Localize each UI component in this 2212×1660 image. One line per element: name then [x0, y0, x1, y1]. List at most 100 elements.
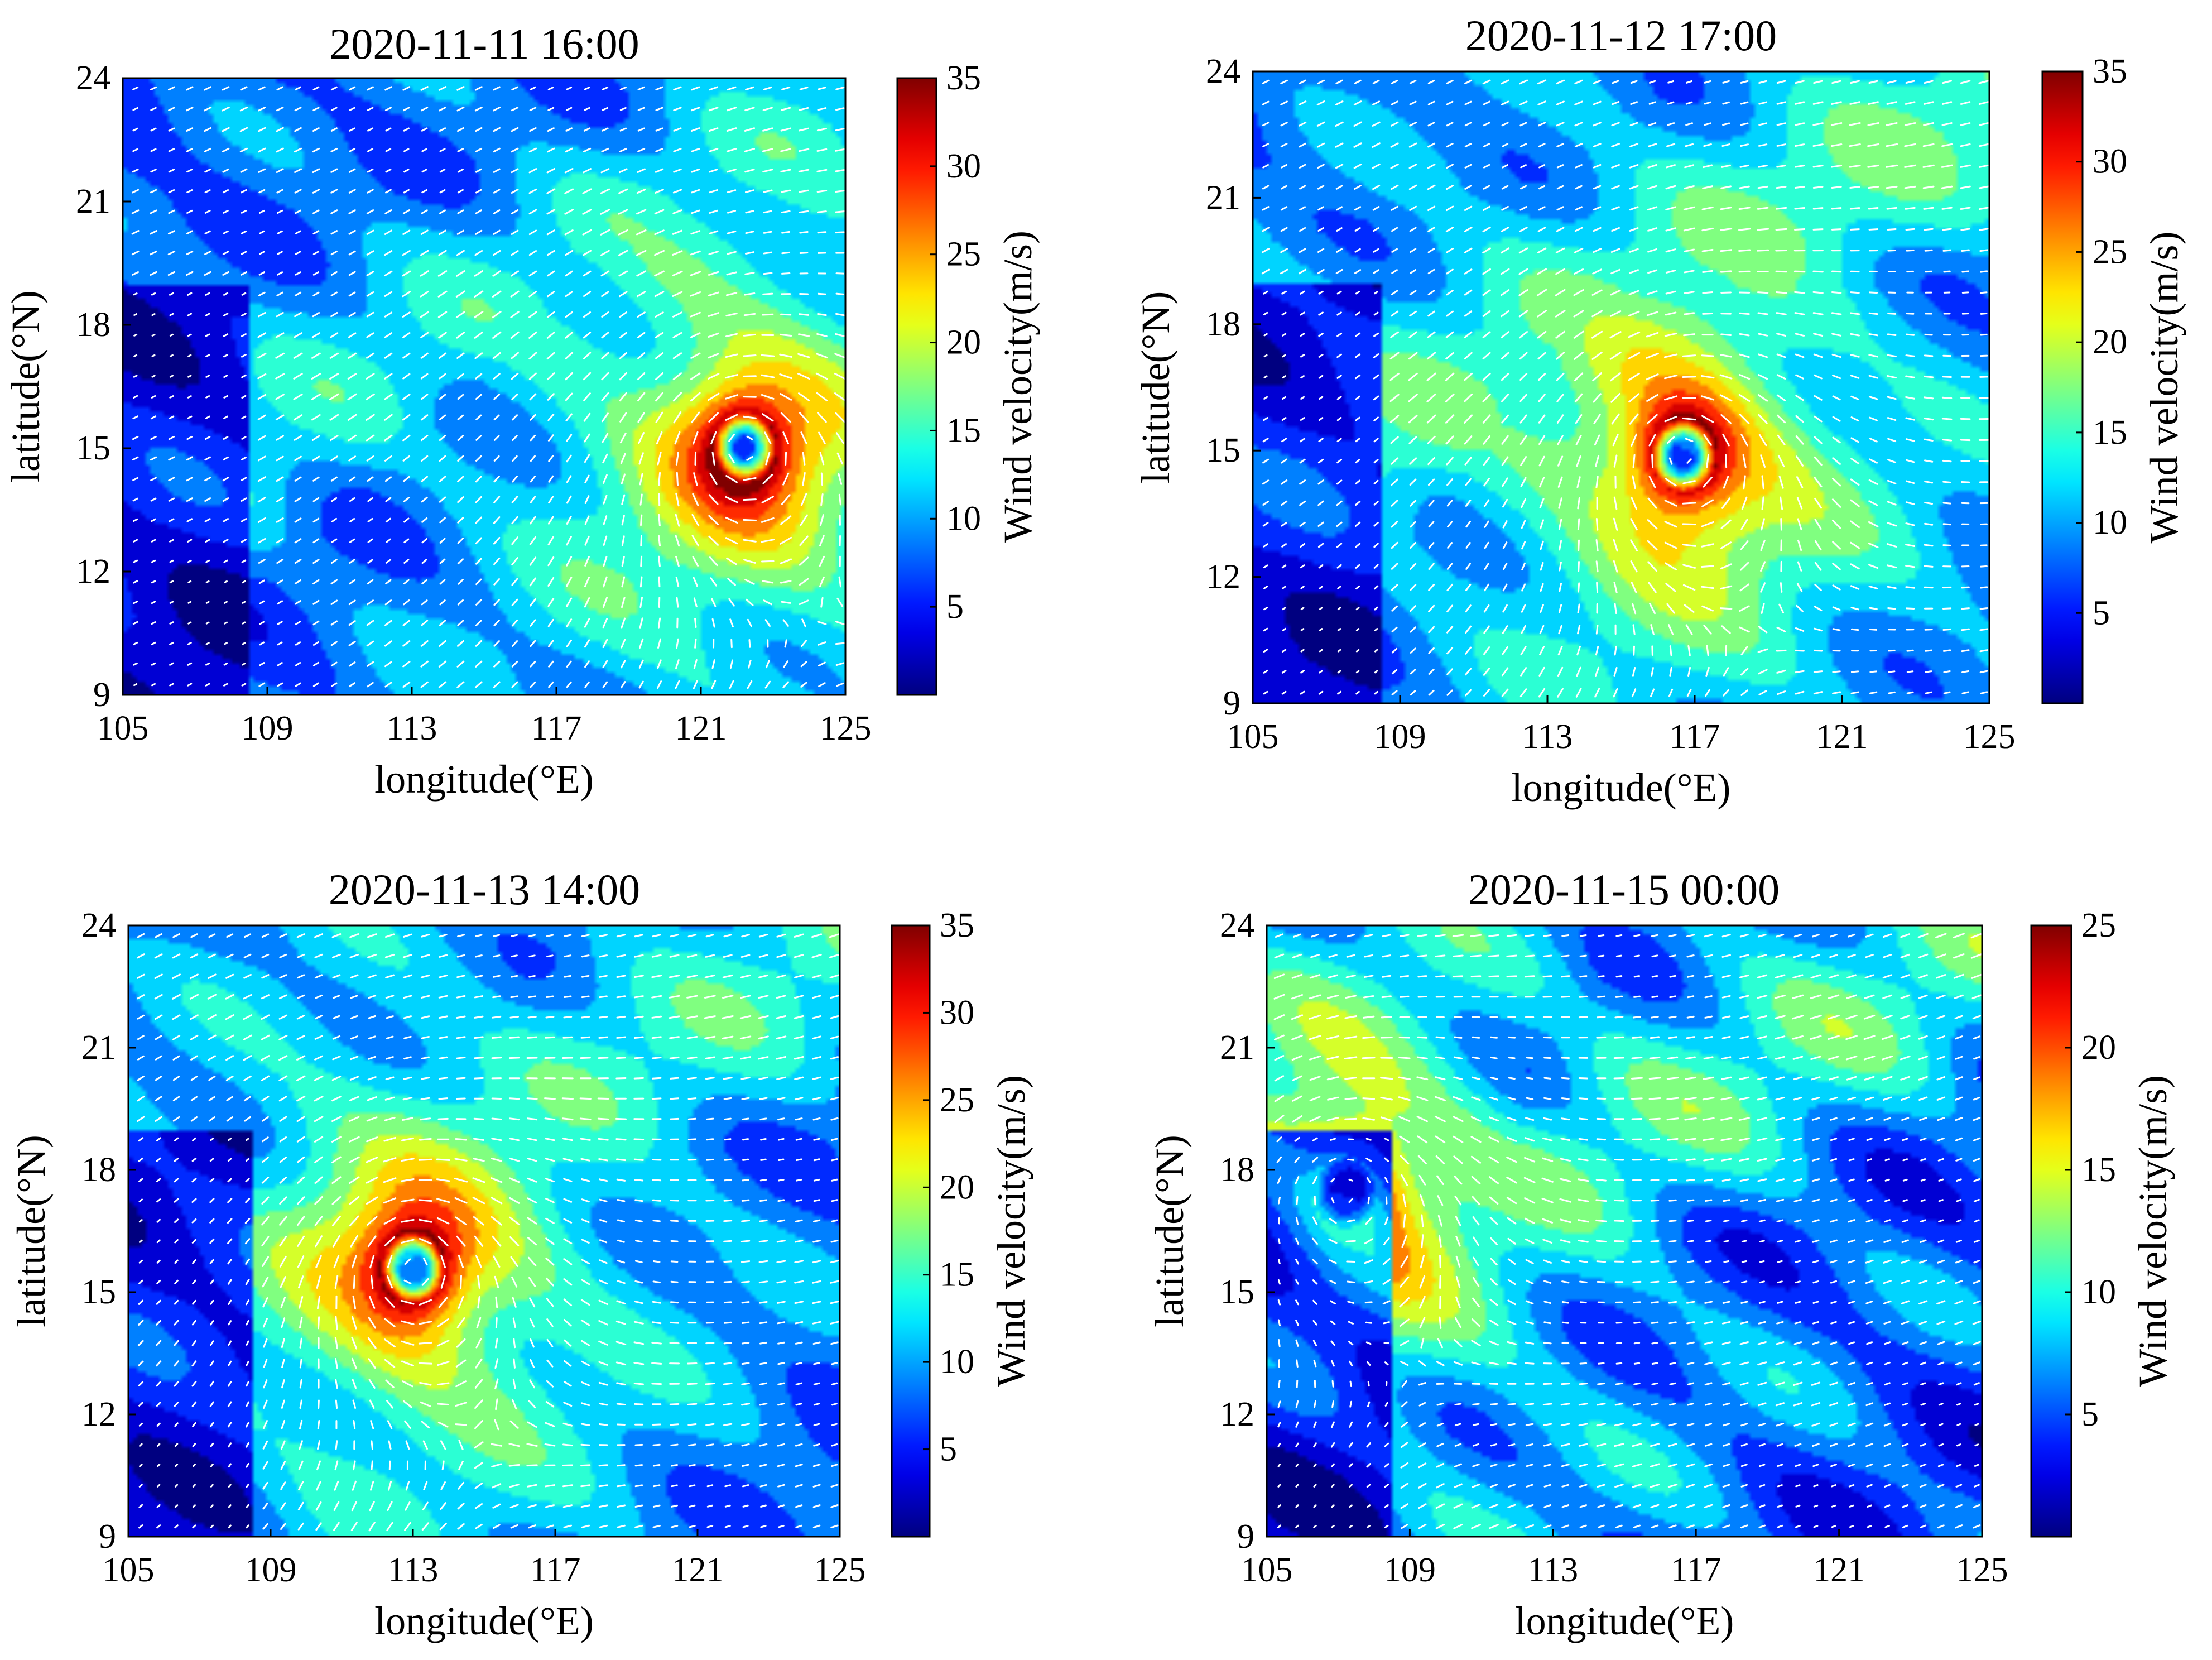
wind-arrow	[1291, 1055, 1303, 1061]
wind-arrow	[1280, 248, 1288, 253]
y-tick-label: 24	[1206, 52, 1240, 90]
wind-arrow	[1282, 375, 1286, 379]
wind-arrow	[817, 231, 827, 234]
wind-arrow	[1629, 164, 1639, 169]
wind-arrow	[244, 933, 252, 938]
wind-arrow	[367, 107, 374, 111]
wind-arrow	[493, 107, 501, 112]
wind-arrow	[705, 1097, 714, 1100]
wind-arrow	[1595, 1178, 1607, 1182]
wind-arrow	[1793, 270, 1806, 273]
wind-arrow	[242, 663, 246, 666]
wind-arrow	[297, 1522, 304, 1531]
wind-arrow	[619, 432, 627, 444]
wind-arrow	[151, 539, 156, 543]
wind-arrow	[581, 975, 590, 978]
wind-arrow	[1905, 501, 1915, 505]
wind-arrow	[223, 662, 228, 666]
wind-arrow	[563, 1318, 572, 1327]
wind-arrow	[1868, 101, 1879, 105]
wind-arrow	[1795, 1301, 1801, 1304]
wind-arrow	[1261, 248, 1270, 253]
wind-arrow	[331, 1096, 342, 1102]
wind-arrow	[1574, 247, 1584, 253]
wind-arrow	[334, 1480, 339, 1491]
wind-arrow	[673, 148, 682, 152]
wind-arrow	[168, 169, 175, 173]
wind-arrow	[1777, 1504, 1783, 1508]
wind-arrow	[1559, 583, 1562, 592]
wind-arrow	[1848, 933, 1856, 938]
wind-arrow	[296, 1055, 306, 1061]
wind-arrow	[1596, 1036, 1607, 1039]
wind-arrow	[1795, 1504, 1801, 1508]
wind-arrow	[1867, 122, 1879, 126]
wind-arrow	[276, 559, 284, 564]
wind-arrow	[795, 1382, 802, 1385]
wind-arrow	[744, 579, 755, 585]
wind-arrow	[1508, 1077, 1516, 1080]
wind-arrow	[1614, 1016, 1624, 1019]
wind-arrow	[800, 431, 807, 445]
wind-arrow	[1525, 1279, 1534, 1284]
wind-arrow	[512, 435, 518, 442]
wind-arrow	[458, 1255, 464, 1269]
wind-arrow	[1845, 1035, 1858, 1040]
wind-arrow	[174, 1402, 179, 1407]
wind-arrow	[510, 331, 520, 339]
wind-arrow	[1723, 1280, 1730, 1284]
wind-arrow	[366, 311, 374, 318]
wind-arrow	[1919, 1504, 1927, 1508]
wind-arrow	[782, 472, 790, 486]
wind-arrow	[1465, 521, 1471, 528]
wind-arrow	[1488, 1176, 1499, 1184]
wind-arrow	[1920, 1382, 1926, 1386]
wind-arrow	[1918, 1035, 1928, 1040]
wind-arrow	[169, 518, 175, 522]
wind-arrow	[246, 1422, 250, 1428]
wind-arrow	[1398, 1056, 1411, 1059]
wind-arrow	[1506, 1197, 1517, 1205]
wind-arrow	[174, 1218, 179, 1224]
wind-arrow	[1316, 142, 1325, 148]
wind-arrow	[1464, 226, 1473, 233]
wind-arrow	[817, 412, 827, 423]
wind-arrow	[565, 107, 573, 111]
wind-arrow	[777, 1117, 785, 1121]
wind-arrow	[1682, 564, 1696, 569]
wind-arrow	[332, 1056, 341, 1061]
wind-arrow	[1794, 1219, 1802, 1223]
wind-arrow	[1446, 247, 1454, 253]
wind-arrow	[1506, 1136, 1517, 1142]
wind-arrow	[457, 558, 464, 564]
wind-arrow	[1300, 438, 1306, 443]
wind-arrow	[456, 1015, 466, 1019]
wind-arrow	[493, 516, 501, 524]
wind-arrow	[1811, 1076, 1821, 1081]
wind-arrow	[1760, 561, 1766, 572]
wind-arrow	[1613, 539, 1618, 552]
wind-arrow	[1758, 1524, 1766, 1528]
wind-arrow	[491, 1138, 502, 1141]
wind-arrow	[156, 1360, 162, 1367]
wind-arrow	[1627, 352, 1641, 360]
wind-arrow	[1281, 164, 1288, 169]
wind-arrow	[1374, 649, 1378, 653]
wind-arrow	[1741, 1280, 1748, 1284]
wind-arrow	[619, 332, 627, 339]
wind-arrow	[1391, 500, 1398, 507]
wind-arrow	[419, 1362, 432, 1365]
wind-arrow	[1427, 122, 1435, 127]
wind-arrow	[562, 1422, 573, 1427]
wind-arrow	[1445, 393, 1455, 402]
wind-arrow	[1385, 1196, 1388, 1205]
wind-arrow	[383, 1157, 397, 1163]
wind-arrow	[1381, 1016, 1392, 1019]
wind-arrow	[258, 579, 265, 584]
wind-arrow	[1296, 1359, 1299, 1368]
wind-arrow	[439, 373, 446, 380]
wind-arrow	[1973, 1076, 1980, 1081]
wind-arrow	[1628, 310, 1640, 317]
wind-arrow	[1686, 1362, 1695, 1365]
wind-arrow	[1687, 666, 1691, 677]
